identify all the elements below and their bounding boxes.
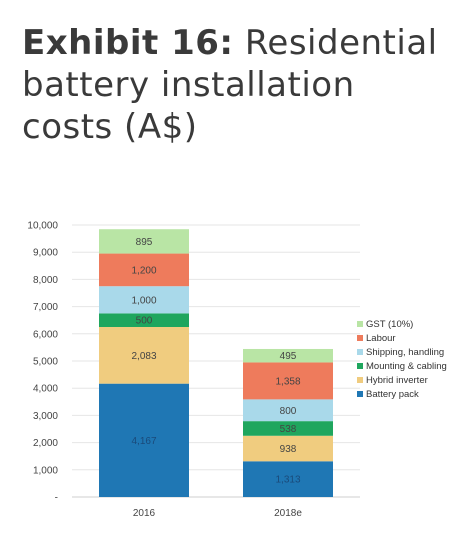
data-label: 1,000 bbox=[131, 295, 156, 306]
data-label: 538 bbox=[280, 424, 297, 435]
bar-segment bbox=[99, 383, 189, 497]
bar-segment bbox=[99, 313, 189, 327]
bar-segment bbox=[243, 461, 333, 497]
y-tick-label: 7,000 bbox=[33, 302, 58, 313]
bar-segment bbox=[243, 362, 333, 400]
data-label: 800 bbox=[280, 406, 297, 417]
y-tick-label: 6,000 bbox=[33, 329, 58, 340]
legend-swatch bbox=[357, 363, 363, 369]
bar-segment bbox=[99, 229, 189, 254]
legend-label: Battery pack bbox=[366, 389, 419, 400]
data-label: 1,358 bbox=[275, 376, 300, 387]
data-label: 495 bbox=[280, 351, 297, 362]
title-rest: Residential battery installation costs (… bbox=[22, 23, 438, 147]
data-label: 895 bbox=[136, 237, 153, 248]
bar-segment bbox=[99, 253, 189, 287]
bar-segment bbox=[243, 421, 333, 436]
x-tick-label: 2016 bbox=[133, 508, 156, 519]
bar-segment bbox=[243, 399, 333, 422]
bar-segment bbox=[99, 286, 189, 314]
y-tick-label: 3,000 bbox=[33, 411, 58, 422]
legend-label: Hybrid inverter bbox=[366, 375, 428, 386]
data-label: 1,200 bbox=[131, 265, 156, 276]
chart-title: Exhibit 16: Residential battery installa… bbox=[22, 22, 452, 148]
y-tick-label: 1,000 bbox=[33, 465, 58, 476]
legend-swatch bbox=[357, 321, 363, 327]
legend-label: Mounting & cabling bbox=[366, 361, 447, 372]
y-tick-label: - bbox=[55, 493, 58, 504]
y-tick-label: 4,000 bbox=[33, 384, 58, 395]
y-tick-label: 2,000 bbox=[33, 438, 58, 449]
legend-swatch bbox=[357, 377, 363, 383]
legend-label: Labour bbox=[366, 333, 396, 344]
y-tick-label: 5,000 bbox=[33, 357, 58, 368]
legend-label: GST (10%) bbox=[366, 319, 413, 330]
y-tick-label: 9,000 bbox=[33, 248, 58, 259]
legend-label: Shipping, handling bbox=[366, 347, 444, 358]
data-label: 1,313 bbox=[275, 475, 300, 486]
bar-segment bbox=[243, 348, 333, 363]
legend-swatch bbox=[357, 349, 363, 355]
legend-swatch bbox=[357, 391, 363, 397]
bar-segment bbox=[99, 327, 189, 384]
data-label: 938 bbox=[280, 444, 297, 455]
legend-swatch bbox=[357, 335, 363, 341]
data-label: 2,083 bbox=[131, 351, 156, 362]
data-label: 500 bbox=[136, 316, 153, 327]
bar-segment bbox=[243, 435, 333, 462]
y-tick-label: 10,000 bbox=[27, 221, 58, 232]
y-tick-label: 8,000 bbox=[33, 275, 58, 286]
data-label: 4,167 bbox=[131, 436, 156, 447]
x-tick-label: 2018e bbox=[274, 508, 302, 519]
title-lead: Exhibit 16: bbox=[22, 23, 234, 63]
